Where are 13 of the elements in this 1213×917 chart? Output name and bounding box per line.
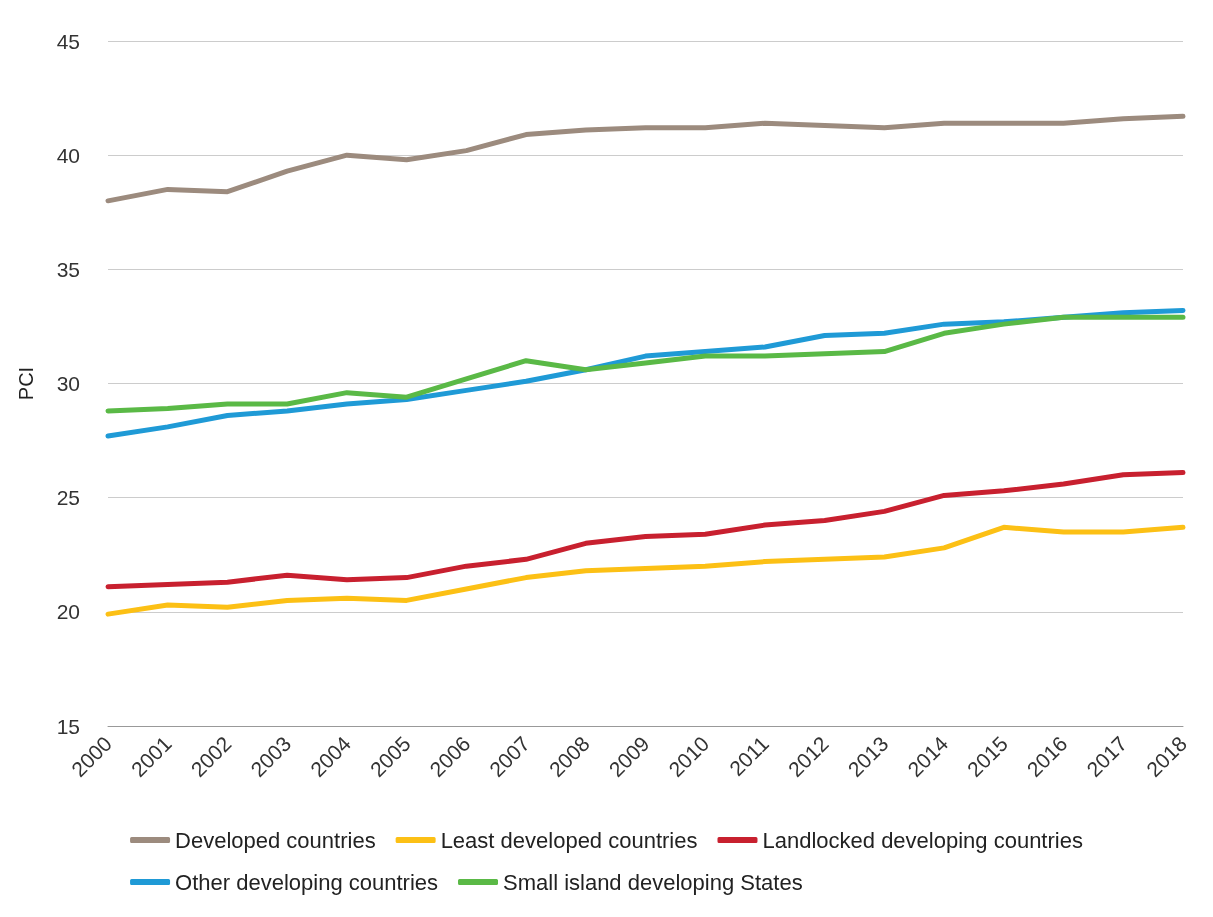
y-tick-label: 45 [56,29,80,53]
legend-label: Other developing countries [175,869,439,895]
y-tick-label: 40 [56,143,80,167]
y-tick-label: 30 [56,372,80,395]
y-tick-label: 20 [56,600,80,624]
legend-label: Small island developing States [503,869,803,895]
y-tick-label: 25 [56,486,80,510]
legend-label: Least developed countries [440,827,698,853]
y-axis-title: PCI [15,366,37,401]
legend-label: Developed countries [175,827,376,853]
legend-label: Landlocked developing countries [762,827,1083,853]
y-tick-label: 15 [56,714,80,738]
y-tick-label: 35 [56,257,80,281]
